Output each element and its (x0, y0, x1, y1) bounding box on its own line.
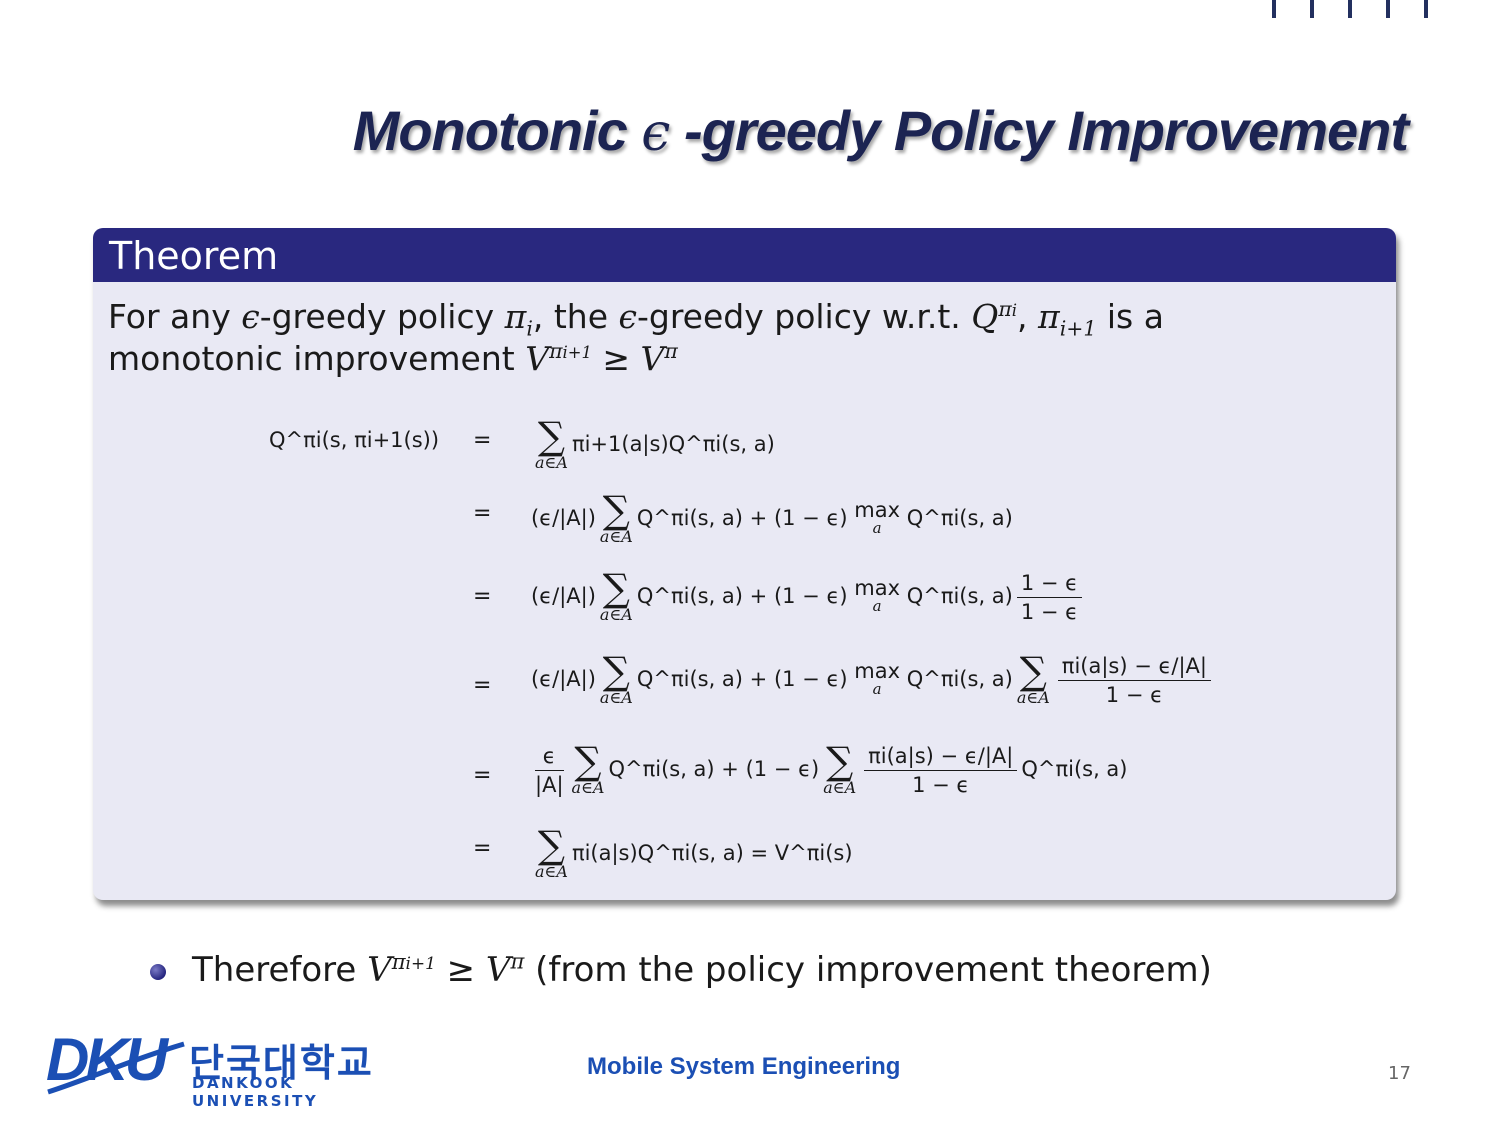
decoration-tick (1272, 0, 1276, 18)
equation-line-3: (ϵ/|A|) ∑ a∈A Q^πi(s, a) + (1 − ϵ) max a Q^π… (531, 569, 1086, 624)
conclusion-bullet: Therefore Vπi+1 ≥ Vπ (from the policy im… (150, 950, 1212, 990)
bullet-icon (150, 963, 166, 980)
equation-relation: = (473, 836, 492, 861)
decoration-tick (1348, 0, 1352, 18)
page-number: 17 (1388, 1063, 1411, 1084)
logo-swoosh-icon (47, 1041, 185, 1095)
logo-english-text: DANKOOK UNIVERSITY (192, 1074, 319, 1110)
equation-line-5: ϵ |A| ∑ a∈A Q^πi(s, a) + (1 − ϵ) ∑ a∈A πi(a|s) … (535, 739, 1128, 797)
equation-lhs: Q^πi(s, πi+1(s)) (269, 428, 440, 452)
equation-relation: = (473, 763, 492, 788)
decoration-tick (1310, 0, 1314, 18)
university-logo: DKU 단국대학교 DANKOOK UNIVERSITY (46, 1026, 416, 1111)
theorem-box: Theorem For any ϵ-greedy policy πi, the … (93, 228, 1396, 900)
decoration-tick (1386, 0, 1390, 18)
equation-line-6: ∑ a∈A πi(a|s)Q^πi(s, a) = V^πi(s) (535, 823, 853, 881)
equation-relation: = (473, 584, 492, 609)
equation-relation: = (473, 501, 492, 526)
slide-title: Monotonic ϵ -greedy Policy Improvement (352, 99, 1409, 163)
equation-line-2: (ϵ/|A|) ∑ a∈A Q^πi(s, a) + (1 − ϵ) max a Q^π… (531, 488, 1013, 546)
logo-mark: DKU (46, 1026, 168, 1093)
equation-line-1: ∑ a∈A πi+1(a|s)Q^πi(s, a) (535, 414, 775, 472)
theorem-header: Theorem (93, 228, 1396, 282)
top-decoration (1260, 0, 1440, 22)
equation-line-4: (ϵ/|A|) ∑ a∈A Q^πi(s, a) + (1 − ϵ) max a Q^π… (531, 652, 1215, 707)
theorem-statement: For any ϵ-greedy policy πi, the ϵ-greedy… (108, 297, 1164, 378)
equation-relation: = (473, 428, 492, 453)
course-name: Mobile System Engineering (587, 1053, 901, 1080)
logo-korean-text: 단국대학교 (189, 1041, 374, 1085)
decoration-tick (1424, 0, 1428, 18)
equation-relation: = (473, 673, 492, 698)
